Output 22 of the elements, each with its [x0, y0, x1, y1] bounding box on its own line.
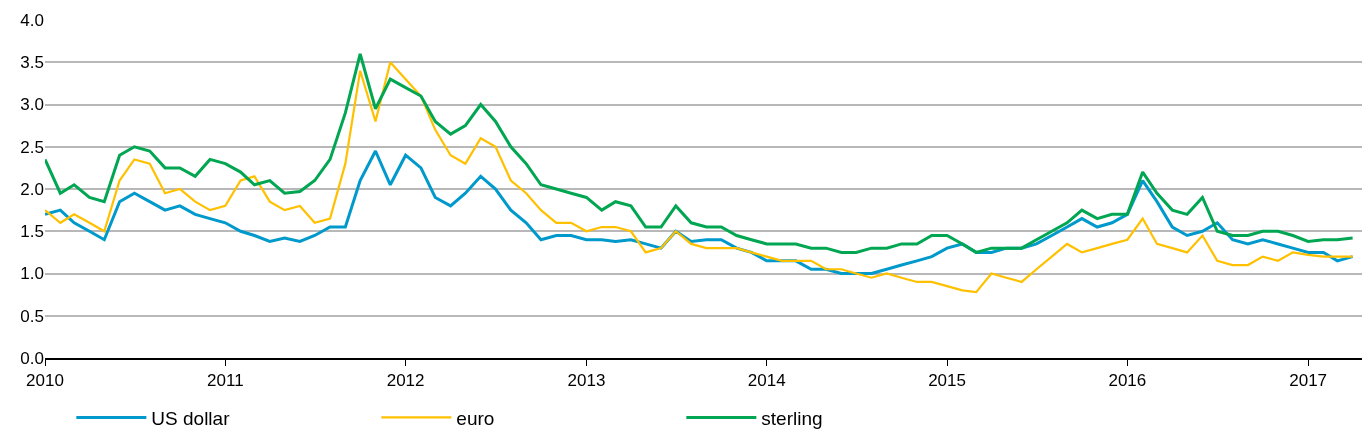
- line-series: [45, 52, 1355, 254]
- y-tick-label: 0.0: [20, 348, 44, 368]
- y-tick-label: 2.0: [20, 179, 44, 199]
- y-tick-label: 3.5: [20, 53, 44, 73]
- x-tick-label: 2012: [386, 371, 425, 391]
- y-tick-label: 1.0: [20, 264, 44, 284]
- x-tick-label: 2017: [1289, 371, 1328, 391]
- y-tick-label: 2.5: [20, 137, 44, 157]
- x-tick-label: 2011: [207, 371, 244, 391]
- x-tick-label: 2014: [747, 371, 786, 391]
- line-series: [45, 61, 1354, 294]
- x-tick-label: 2016: [1108, 371, 1147, 391]
- x-tick-label: 2013: [567, 371, 606, 391]
- x-tick-label: 2015: [928, 371, 966, 391]
- legend-label: US dollar: [151, 407, 231, 429]
- legend-label: euro: [456, 407, 495, 429]
- y-tick-label: 4.0: [20, 10, 44, 30]
- y-tick-label: 0.5: [20, 306, 44, 326]
- y-tick-label: 1.5: [20, 222, 44, 242]
- x-tick-label: 2010: [26, 371, 64, 391]
- legend-label: sterling: [761, 407, 823, 429]
- y-tick-label: 3.0: [20, 95, 44, 115]
